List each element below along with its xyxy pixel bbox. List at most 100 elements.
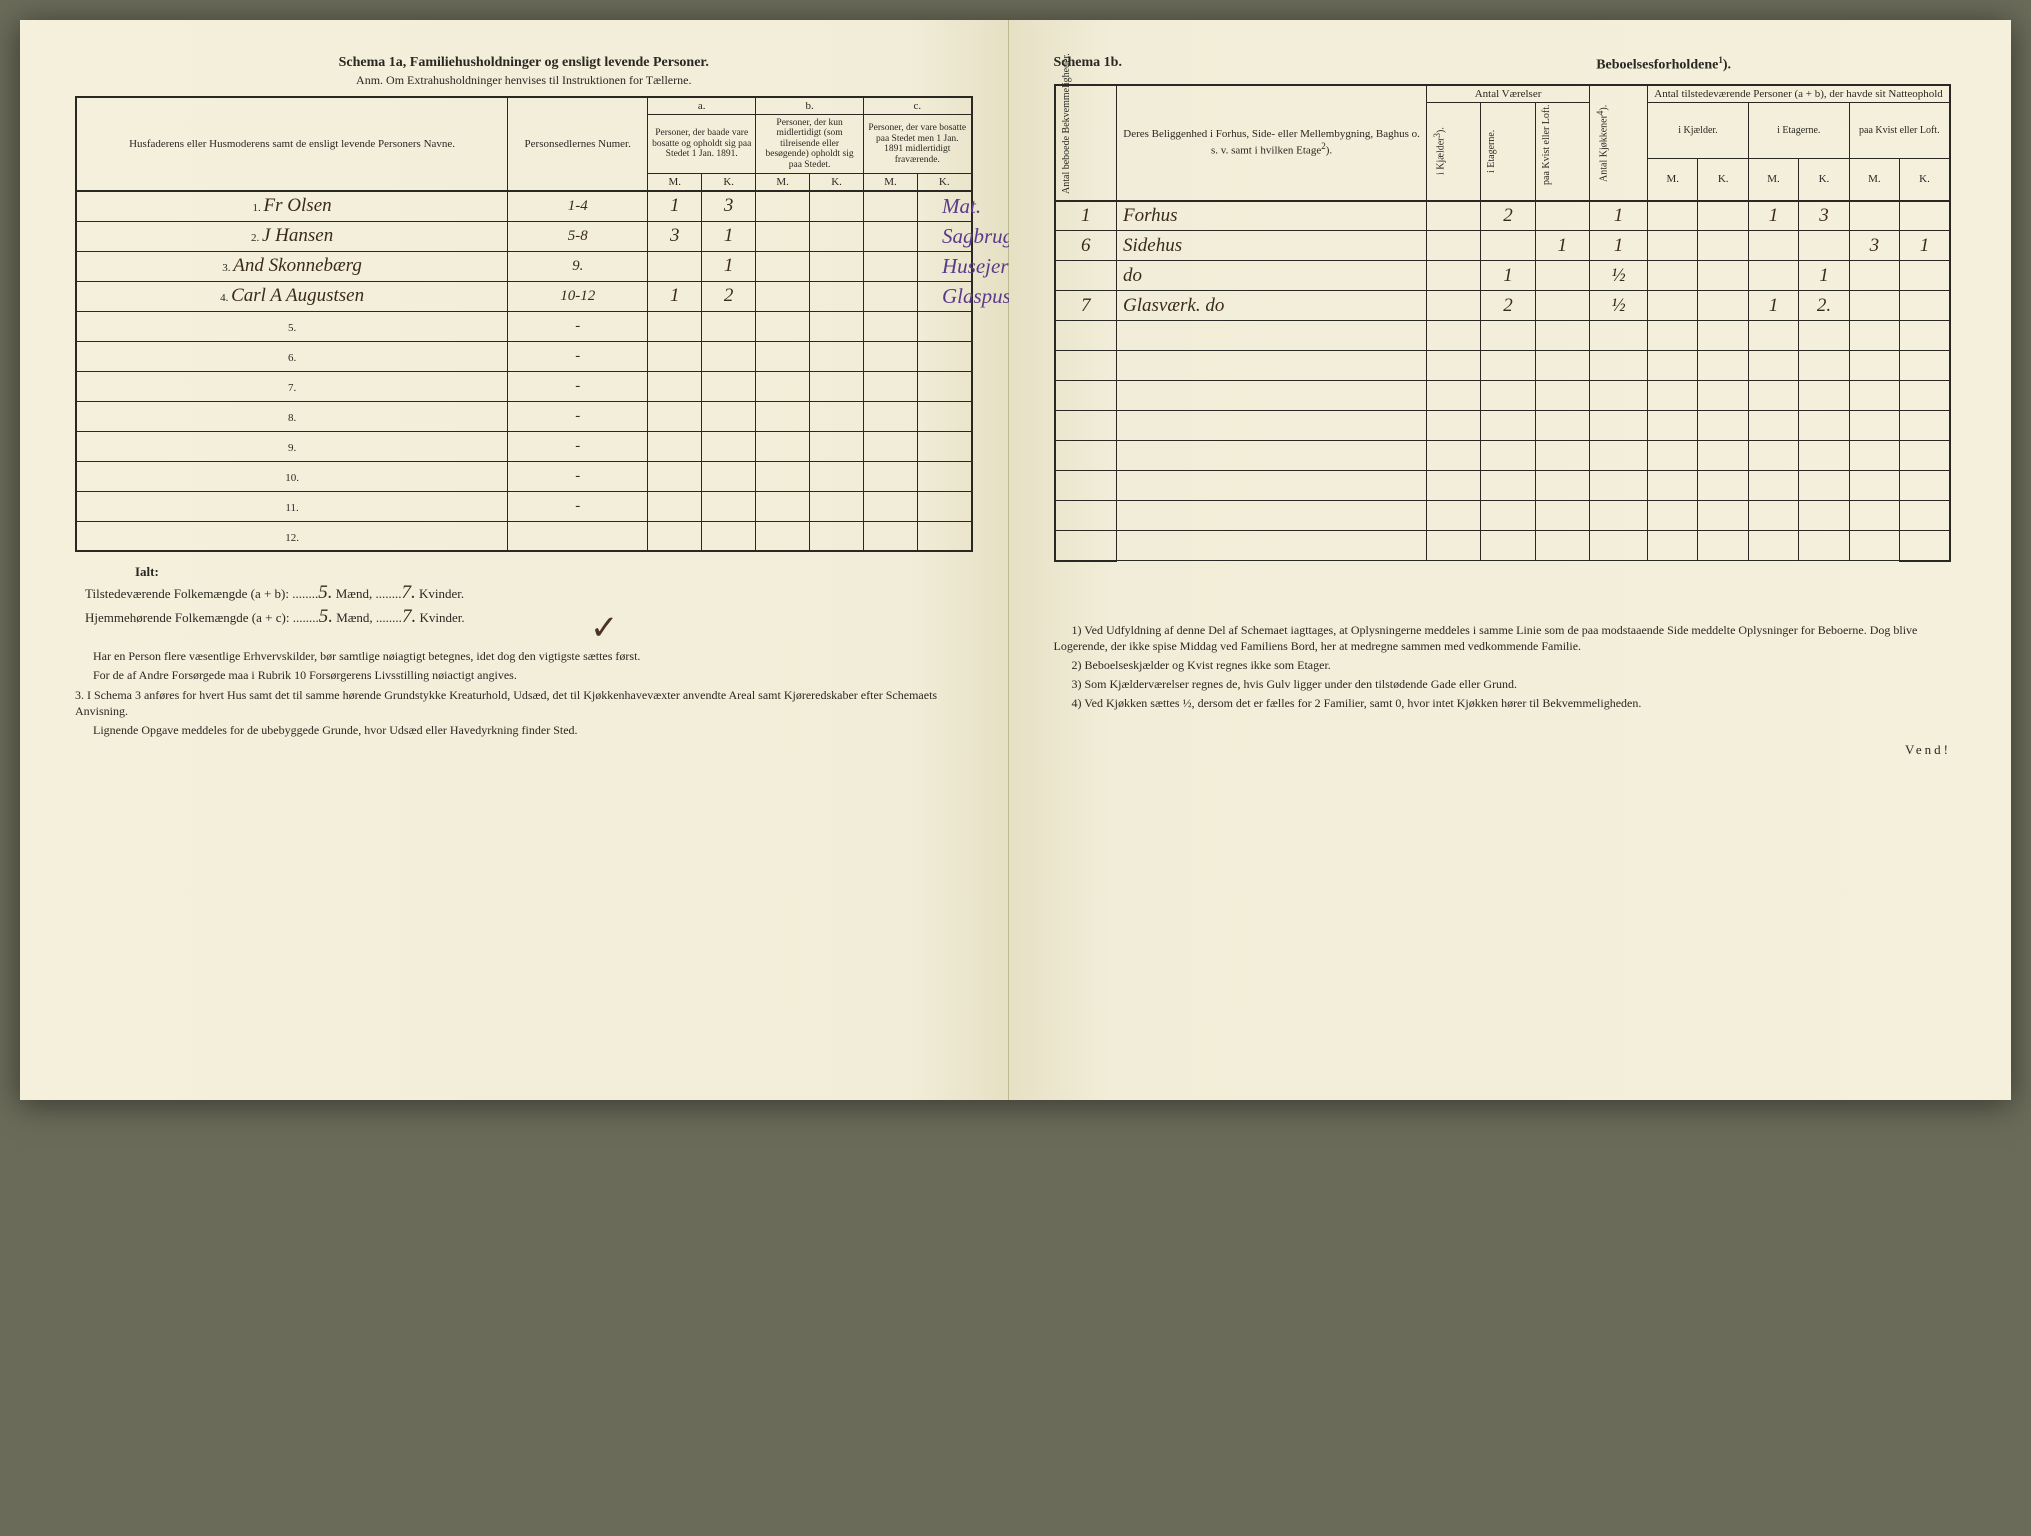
kk (1698, 291, 1748, 321)
et: 2 (1481, 291, 1535, 321)
hdr-beligg: Deres Beliggenhed i Forhus, Side- eller … (1117, 85, 1427, 201)
kj (1427, 411, 1481, 441)
fn-l-3: Lignende Opgave meddeles for de ubebygge… (75, 722, 973, 738)
kv (1535, 471, 1589, 501)
ialt2-end: Kvinder. (416, 610, 464, 625)
sup3: 3 (1432, 133, 1442, 138)
bM (756, 401, 810, 431)
et (1481, 321, 1535, 351)
kjok: ½ (1589, 261, 1647, 291)
kv (1535, 381, 1589, 411)
cM (864, 521, 918, 551)
ialt2-k: 7. (402, 606, 416, 627)
table-row: 3. And Skonnebærg9.1Husejerske. (76, 251, 972, 281)
hdr-aM: M. (648, 174, 702, 192)
cK: Husejerske. (918, 251, 972, 281)
bK (810, 461, 864, 491)
bM (756, 491, 810, 521)
cK (918, 311, 972, 341)
sedlernr: - (508, 341, 648, 371)
aM (648, 371, 702, 401)
schema1a-table: Husfaderens eller Husmoderens samt de en… (75, 96, 973, 552)
aM (648, 401, 702, 431)
kv (1535, 201, 1589, 231)
fn-l-0: Har en Person flere væsentlige Erhvervsk… (75, 648, 973, 664)
name-cell: 9. (76, 431, 508, 461)
km (1648, 291, 1698, 321)
cK (918, 401, 972, 431)
name-cell: 4. Carl A Augustsen (76, 281, 508, 311)
hdr-kjok: Antal Kjøkkener4). (1593, 88, 1611, 198)
kjok (1589, 321, 1647, 351)
row-idx: 11. (285, 502, 298, 514)
kv: 1 (1535, 231, 1589, 261)
pm (1849, 291, 1899, 321)
bK (810, 401, 864, 431)
kk (1698, 411, 1748, 441)
sedlernr: - (508, 431, 648, 461)
row-idx: 7. (288, 382, 296, 394)
km (1648, 321, 1698, 351)
kk (1698, 261, 1748, 291)
bK (810, 311, 864, 341)
cM (864, 341, 918, 371)
aK (702, 311, 756, 341)
checkmark-icon: ✓ (590, 608, 619, 648)
hdr-kjok-text: Antal Kjøkkener (1598, 114, 1609, 181)
row-idx: 6. (288, 352, 296, 364)
kjok: 1 (1589, 201, 1647, 231)
sup1: 1 (1718, 55, 1723, 65)
bM (756, 191, 810, 221)
em (1748, 441, 1798, 471)
belig (1117, 381, 1427, 411)
row-idx: 8. (288, 412, 296, 424)
kk (1698, 501, 1748, 531)
name-cell: 1. Fr Olsen (76, 191, 508, 221)
ialt2-mid: Mænd, ........ (333, 610, 402, 625)
kk (1698, 471, 1748, 501)
schema1b-main: Beboelsesforholdene1). (1596, 55, 1731, 74)
pk (1900, 441, 1950, 471)
ek (1799, 321, 1849, 351)
aK (702, 401, 756, 431)
hdr-bM: M. (756, 174, 810, 192)
belig: do (1117, 261, 1427, 291)
aM (648, 461, 702, 491)
pm (1849, 381, 1899, 411)
table-row (1055, 531, 1951, 561)
pm (1849, 501, 1899, 531)
et (1481, 381, 1535, 411)
em (1748, 231, 1798, 261)
row-idx: 12. (285, 532, 299, 544)
aM (648, 521, 702, 551)
aK (702, 491, 756, 521)
kjok (1589, 531, 1647, 561)
kj (1427, 231, 1481, 261)
bM (756, 251, 810, 281)
table-row: 4. Carl A Augustsen10-1212Glaspuster (76, 281, 972, 311)
kv (1535, 351, 1589, 381)
bK (810, 521, 864, 551)
bM (756, 371, 810, 401)
bK (810, 371, 864, 401)
km (1648, 501, 1698, 531)
hdr-beligg-text: Deres Beliggenhed i Forhus, Side- eller … (1123, 128, 1420, 157)
aK (702, 371, 756, 401)
sedlernr (508, 521, 648, 551)
person-name: Carl A Augustsen (231, 285, 364, 306)
table-row: 7Glasværk. do2½12. (1055, 291, 1951, 321)
cM (864, 491, 918, 521)
hdr-c: c. (864, 97, 972, 115)
km (1648, 411, 1698, 441)
pk (1900, 531, 1950, 561)
table-row (1055, 441, 1951, 471)
sedlernr: 1-4 (508, 191, 648, 221)
bekv (1055, 441, 1117, 471)
km (1648, 351, 1698, 381)
ek (1799, 381, 1849, 411)
pm (1849, 441, 1899, 471)
bekv: 6 (1055, 231, 1117, 261)
pk (1900, 411, 1950, 441)
hdr-bK: K. (810, 174, 864, 192)
hdr-b: b. (756, 97, 864, 115)
